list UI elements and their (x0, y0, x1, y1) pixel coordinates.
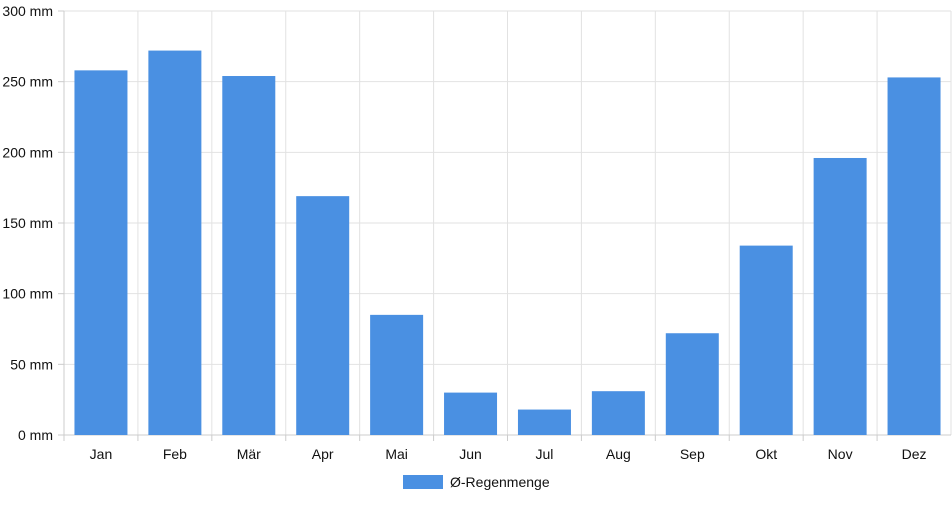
bar-jan[interactable] (74, 70, 128, 436)
y-tick-label: 0 mm (18, 427, 53, 443)
bars (74, 50, 941, 436)
legend[interactable]: Ø-Regenmenge (403, 474, 550, 490)
y-tick-label: 250 mm (2, 74, 53, 90)
x-tick-label: Jul (536, 446, 554, 462)
y-tick-label: 200 mm (2, 144, 53, 160)
x-tick-label: Jan (90, 446, 113, 462)
x-tick-label: Jun (459, 446, 482, 462)
bar-okt[interactable] (739, 245, 793, 435)
x-tick-label: Apr (312, 446, 334, 462)
bar-aug[interactable] (591, 391, 645, 435)
x-tick-label: Aug (606, 446, 631, 462)
bar-dez[interactable] (887, 77, 941, 435)
x-tick-label: Dez (902, 446, 927, 462)
y-tick-label: 100 mm (2, 286, 53, 302)
axes (58, 10, 951, 441)
bar-jun[interactable] (444, 392, 498, 435)
x-tick-label: Mär (237, 446, 261, 462)
bar-mär[interactable] (222, 76, 276, 435)
bar-mai[interactable] (370, 314, 424, 435)
x-tick-label: Mai (385, 446, 408, 462)
y-tick-labels: 0 mm 50 mm 100 mm 150 mm 200 mm 250 mm 300 mm (2, 3, 53, 443)
x-tick-label: Sep (680, 446, 705, 462)
grid-lines (64, 10, 952, 435)
x-tick-labels: Jan Feb Mär Apr Mai Jun Jul Aug Sep Okt Nov Dez (90, 446, 927, 462)
legend-swatch[interactable] (403, 475, 443, 489)
y-tick-label: 150 mm (2, 215, 53, 231)
y-tick-label: 50 mm (10, 356, 53, 372)
bar-apr[interactable] (296, 196, 350, 435)
x-tick-label: Okt (755, 446, 777, 462)
bar-jul[interactable] (517, 409, 571, 435)
y-tick-label: 300 mm (2, 3, 53, 19)
bar-feb[interactable] (148, 50, 202, 435)
legend-label[interactable]: Ø-Regenmenge (450, 474, 550, 490)
x-tick-label: Feb (163, 446, 187, 462)
bar-sep[interactable] (665, 333, 719, 435)
x-tick-label: Nov (828, 446, 853, 462)
bar-nov[interactable] (813, 157, 867, 435)
